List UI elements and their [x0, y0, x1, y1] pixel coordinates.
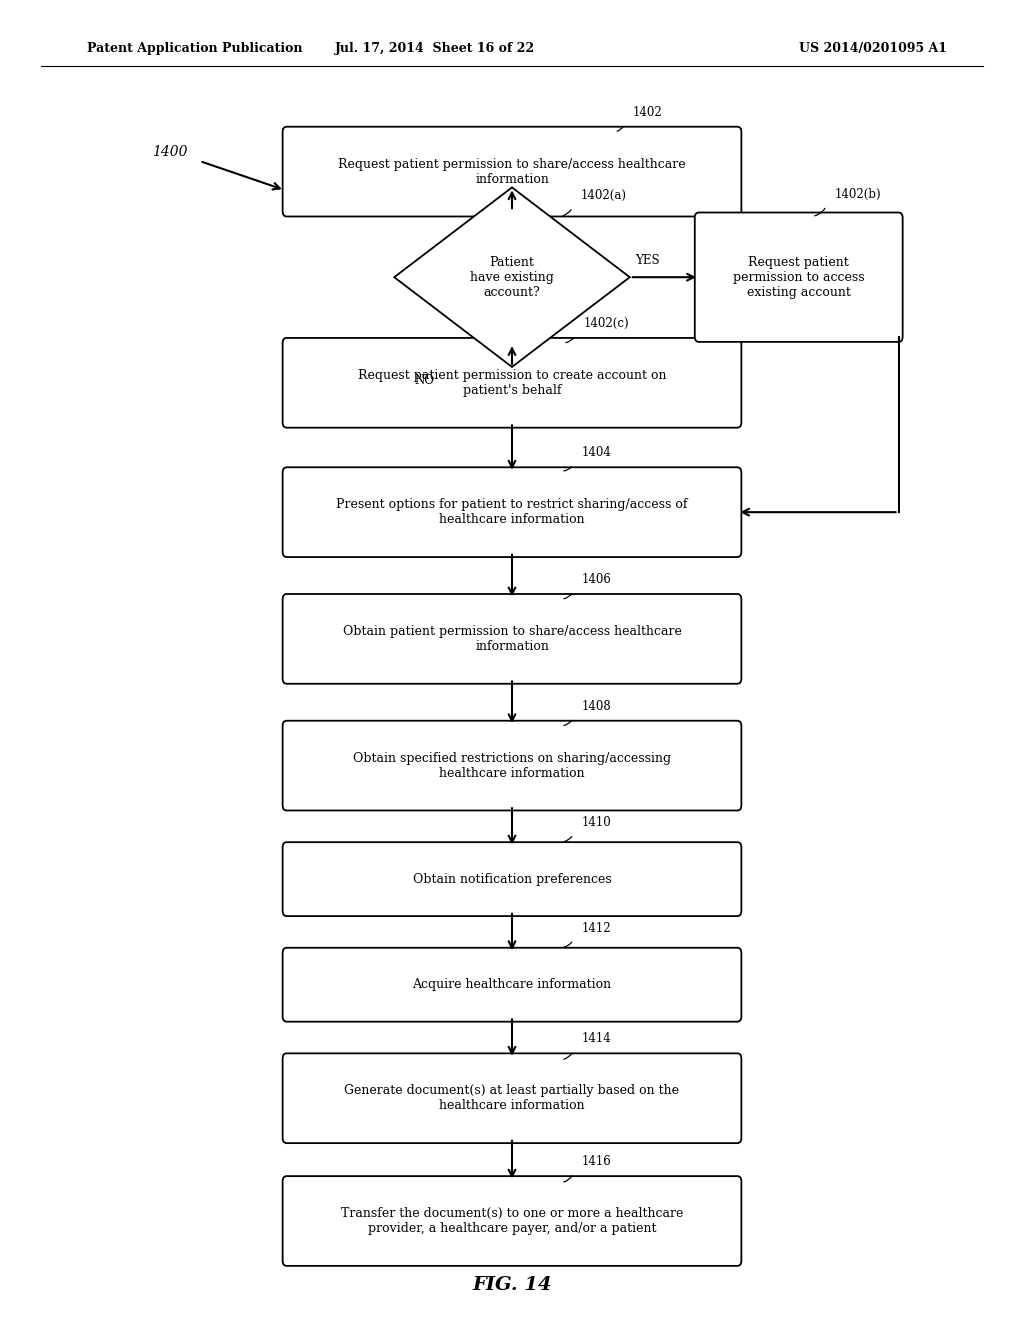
FancyBboxPatch shape [283, 721, 741, 810]
FancyBboxPatch shape [283, 842, 741, 916]
Text: Obtain patient permission to share/access healthcare
information: Obtain patient permission to share/acces… [343, 624, 681, 653]
Text: 1406: 1406 [582, 573, 611, 586]
Text: 1402(b): 1402(b) [835, 187, 882, 201]
Text: 1412: 1412 [582, 921, 611, 935]
Text: 1402(c): 1402(c) [584, 317, 630, 330]
Text: 1414: 1414 [582, 1032, 611, 1045]
Text: Obtain notification preferences: Obtain notification preferences [413, 873, 611, 886]
FancyBboxPatch shape [283, 338, 741, 428]
FancyBboxPatch shape [694, 213, 903, 342]
FancyBboxPatch shape [283, 948, 741, 1022]
FancyBboxPatch shape [283, 1053, 741, 1143]
Text: 1416: 1416 [582, 1155, 611, 1168]
Text: 1402(a): 1402(a) [581, 189, 627, 202]
Text: Obtain specified restrictions on sharing/accessing
healthcare information: Obtain specified restrictions on sharing… [353, 751, 671, 780]
Text: Jul. 17, 2014  Sheet 16 of 22: Jul. 17, 2014 Sheet 16 of 22 [335, 42, 536, 55]
Text: FIG. 14: FIG. 14 [472, 1275, 552, 1294]
Text: YES: YES [635, 253, 659, 267]
Text: 1404: 1404 [582, 446, 611, 459]
Text: Present options for patient to restrict sharing/access of
healthcare information: Present options for patient to restrict … [336, 498, 688, 527]
Text: Request patient
permission to access
existing account: Request patient permission to access exi… [733, 256, 864, 298]
FancyBboxPatch shape [283, 127, 741, 216]
Text: 1400: 1400 [152, 145, 187, 158]
Text: 1402: 1402 [633, 106, 663, 119]
Text: US 2014/0201095 A1: US 2014/0201095 A1 [799, 42, 947, 55]
FancyBboxPatch shape [283, 594, 741, 684]
Text: NO: NO [415, 374, 434, 387]
Text: 1408: 1408 [582, 700, 611, 713]
Polygon shape [394, 187, 630, 367]
Text: Patent Application Publication: Patent Application Publication [87, 42, 302, 55]
Text: Patient
have existing
account?: Patient have existing account? [470, 256, 554, 298]
Text: 1410: 1410 [582, 816, 611, 829]
Text: Transfer the document(s) to one or more a healthcare
provider, a healthcare paye: Transfer the document(s) to one or more … [341, 1206, 683, 1236]
Text: Request patient permission to share/access healthcare
information: Request patient permission to share/acce… [338, 157, 686, 186]
FancyBboxPatch shape [283, 467, 741, 557]
Text: Generate document(s) at least partially based on the
healthcare information: Generate document(s) at least partially … [344, 1084, 680, 1113]
Text: Acquire healthcare information: Acquire healthcare information [413, 978, 611, 991]
FancyBboxPatch shape [283, 1176, 741, 1266]
Text: Request patient permission to create account on
patient's behalf: Request patient permission to create acc… [357, 368, 667, 397]
